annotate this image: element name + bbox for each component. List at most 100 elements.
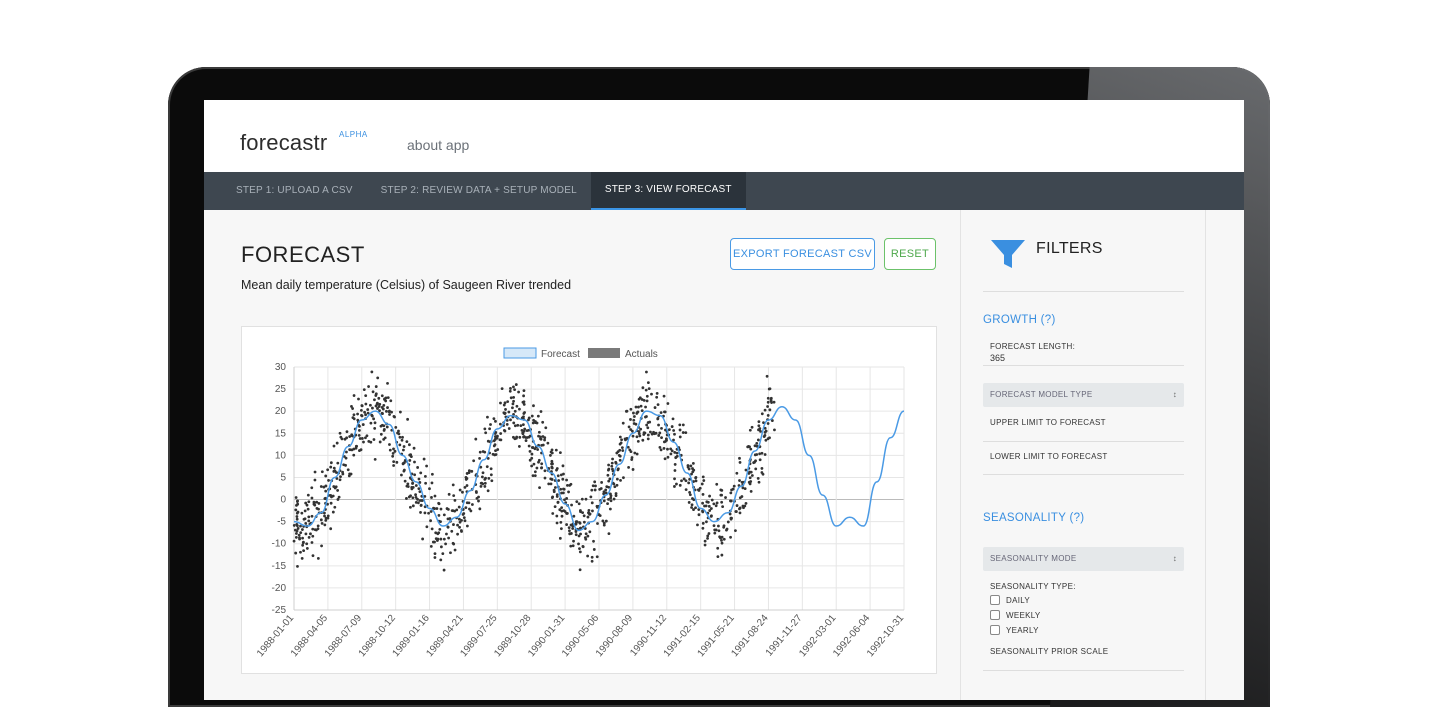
lower-limit-input[interactable]: LOWER LIMIT TO FORECAST	[990, 452, 1108, 461]
actuals-point	[429, 544, 433, 548]
actuals-point	[479, 484, 483, 488]
yearly-checkbox[interactable]: YEARLY	[990, 625, 1039, 635]
tab-view-forecast[interactable]: STEP 3: VIEW FORECAST	[590, 172, 746, 210]
actuals-point	[411, 485, 415, 489]
actuals-point	[557, 479, 561, 482]
actuals-point	[646, 426, 650, 430]
actuals-point	[436, 539, 439, 542]
actuals-point	[335, 441, 339, 445]
actuals-point	[357, 397, 360, 401]
reset-button[interactable]: RESET	[884, 238, 936, 270]
actuals-point	[578, 521, 582, 525]
actuals-point	[403, 479, 407, 483]
actuals-point	[687, 501, 691, 504]
checkbox-box[interactable]	[990, 625, 1000, 635]
actuals-point	[505, 422, 509, 426]
actuals-point	[689, 464, 693, 468]
actuals-point	[602, 499, 606, 503]
actuals-point	[577, 534, 581, 538]
actuals-point	[672, 438, 675, 442]
actuals-point	[563, 498, 566, 502]
actuals-point	[370, 413, 374, 417]
actuals-point	[352, 413, 356, 417]
y-tick-label: 15	[275, 428, 287, 439]
actuals-point	[511, 402, 515, 406]
actuals-point	[352, 453, 356, 457]
actuals-point	[377, 405, 381, 408]
seasonality-section-title[interactable]: SEASONALITY (?)	[983, 512, 1085, 524]
actuals-point	[433, 540, 436, 544]
actuals-point	[305, 542, 309, 546]
actuals-point	[528, 458, 532, 462]
actuals-point	[707, 504, 711, 508]
actuals-point	[633, 415, 636, 418]
actuals-point	[680, 479, 683, 483]
checkbox-box[interactable]	[990, 610, 1000, 620]
actuals-point	[399, 410, 402, 414]
actuals-point	[484, 431, 488, 435]
actuals-point	[570, 503, 573, 507]
actuals-point	[766, 422, 770, 425]
actuals-point	[499, 401, 502, 405]
y-tick-label: 30	[275, 362, 287, 373]
actuals-point	[419, 503, 423, 507]
actuals-point	[644, 405, 647, 409]
actuals-point	[673, 450, 677, 454]
actuals-point	[678, 483, 682, 487]
actuals-point	[371, 390, 375, 394]
actuals-point	[532, 418, 535, 422]
actuals-point	[295, 511, 299, 515]
actuals-point	[310, 486, 314, 490]
actuals-point	[294, 532, 298, 535]
forecast-length-input[interactable]: 365	[990, 353, 1006, 363]
seasonality-prior-scale-input[interactable]: SEASONALITY PRIOR SCALE	[990, 647, 1109, 656]
actuals-point	[618, 435, 622, 439]
tab-upload-csv[interactable]: STEP 1: UPLOAD A CSV	[236, 185, 353, 196]
actuals-point	[495, 436, 499, 440]
checkbox-box[interactable]	[990, 595, 1000, 605]
forecast-chart-svg: Forecast Actuals 30 25 20 15 10 5 0 -5 -10 -15 -20…	[255, 347, 907, 659]
funnel-icon	[991, 240, 1025, 268]
forecast-model-type-select[interactable]: FORECAST MODEL TYPE ↕	[983, 383, 1184, 407]
actuals-point	[569, 544, 573, 548]
actuals-point	[743, 487, 747, 491]
actuals-point	[467, 501, 471, 505]
seasonality-mode-select[interactable]: SEASONALITY MODE ↕	[983, 547, 1184, 571]
actuals-point	[638, 396, 642, 400]
export-forecast-button[interactable]: EXPORT FORECAST CSV	[730, 238, 875, 270]
actuals-point	[673, 485, 676, 488]
app-screen: forecastr ALPHA about app STEP 1: UPLOAD…	[204, 100, 1244, 700]
growth-section-title[interactable]: GROWTH (?)	[983, 314, 1056, 326]
actuals-point	[738, 479, 741, 482]
actuals-point	[364, 394, 368, 398]
tab-review-data[interactable]: STEP 2: REVIEW DATA + SETUP MODEL	[380, 185, 577, 196]
actuals-point	[607, 479, 611, 483]
actuals-point	[703, 504, 706, 508]
actuals-point	[641, 438, 645, 442]
actuals-point	[350, 405, 353, 408]
actuals-point	[700, 482, 704, 486]
actuals-point	[461, 490, 464, 494]
daily-checkbox[interactable]: DAILY	[990, 595, 1030, 605]
actuals-point	[769, 398, 773, 402]
actuals-point	[395, 460, 399, 464]
actuals-point	[400, 438, 404, 442]
actuals-point	[694, 506, 697, 510]
actuals-point	[348, 472, 352, 476]
actuals-point	[339, 475, 342, 479]
upper-limit-input[interactable]: UPPER LIMIT TO FORECAST	[990, 418, 1106, 427]
actuals-point	[757, 480, 761, 484]
actuals-point	[766, 437, 770, 441]
about-app-link[interactable]: about app	[407, 137, 470, 153]
actuals-point	[565, 523, 569, 526]
actuals-point	[360, 414, 364, 418]
brand-logo[interactable]: forecastr	[240, 130, 328, 155]
actuals-point	[701, 475, 705, 479]
actuals-point	[729, 499, 733, 503]
weekly-checkbox[interactable]: WEEKLY	[990, 610, 1041, 620]
actuals-point	[380, 411, 384, 415]
actuals-point	[638, 434, 642, 438]
actuals-point	[587, 508, 591, 512]
actuals-point	[749, 489, 753, 493]
top-bar: forecastr ALPHA about app	[204, 100, 1244, 172]
